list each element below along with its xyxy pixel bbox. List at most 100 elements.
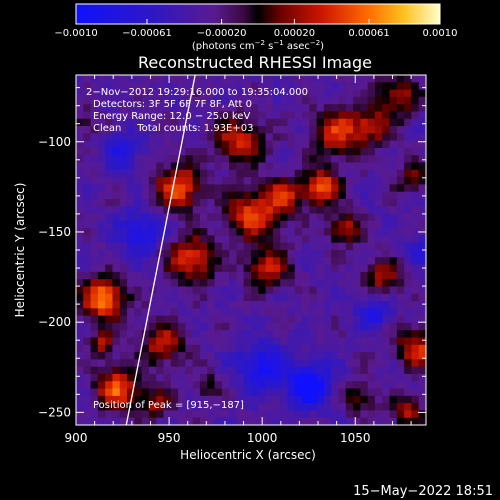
heatmap-cell [170, 235, 179, 244]
heatmap-cell [396, 111, 405, 120]
heatmap-cell [367, 206, 376, 214]
heatmap-cell [258, 155, 266, 163]
heatmap-cell [192, 104, 201, 112]
heatmap-cell [302, 155, 310, 163]
heatmap-cell [192, 352, 201, 360]
heatmap-cell [199, 133, 208, 142]
heatmap-cell [258, 220, 266, 229]
heatmap-cell [163, 352, 172, 360]
heatmap-cell [404, 184, 412, 193]
heatmap-cell [265, 191, 274, 200]
heatmap-cell [105, 118, 113, 127]
heatmap-cell [272, 213, 281, 222]
heatmap-cell [382, 403, 390, 411]
heatmap-cell [294, 322, 303, 331]
heatmap-cell [83, 322, 91, 331]
heatmap-cell [243, 257, 252, 265]
heatmap-cell [134, 184, 143, 193]
heatmap-cell [192, 184, 201, 193]
heatmap-cell [411, 104, 420, 112]
heatmap-cell [389, 286, 398, 295]
heatmap-cell [309, 417, 318, 425]
heatmap-cell [199, 96, 208, 105]
heatmap-cell [302, 169, 310, 178]
heatmap-cell [199, 271, 208, 280]
heatmap-cell [316, 220, 325, 229]
heatmap-cell [105, 133, 113, 142]
heatmap-cell [163, 388, 172, 397]
heatmap-cell [353, 118, 361, 127]
heatmap-cell [411, 257, 420, 265]
heatmap-cell [178, 395, 186, 404]
heatmap-cell [229, 373, 237, 382]
heatmap-cell [389, 111, 398, 120]
heatmap-cell [163, 191, 172, 200]
heatmap-cell [411, 344, 420, 353]
heatmap-cell [265, 89, 274, 98]
heatmap-cell [280, 337, 288, 346]
heatmap-cell [265, 184, 274, 193]
heatmap-cell [236, 373, 245, 382]
heatmap-cell [345, 96, 354, 105]
heatmap-cell [76, 104, 84, 112]
heatmap-cell [199, 308, 208, 317]
heatmap-cell [316, 417, 325, 425]
heatmap-cell [192, 403, 201, 411]
heatmap-cell [134, 250, 143, 258]
heatmap-cell [389, 395, 398, 404]
heatmap-cell [404, 133, 412, 142]
heatmap-cell [418, 301, 426, 309]
heatmap-cell [411, 271, 420, 280]
heatmap-cell [309, 169, 318, 178]
heatmap-cell [141, 228, 150, 236]
colorbar-tick-label: 0.0010 [423, 28, 458, 39]
heatmap-cell [360, 242, 369, 251]
heatmap-cell [105, 228, 113, 236]
heatmap-cell [207, 155, 215, 163]
heatmap-cell [229, 257, 237, 265]
heatmap-cell [251, 82, 259, 90]
heatmap-cell [316, 330, 325, 338]
heatmap-cell [134, 315, 143, 324]
heatmap-cell [163, 235, 172, 244]
heatmap-cell [374, 111, 383, 120]
heatmap-cell [411, 118, 420, 127]
heatmap-cell [251, 388, 259, 397]
heatmap-cell [323, 162, 332, 171]
heatmap-cell [418, 177, 426, 185]
heatmap-cell [97, 104, 106, 112]
heatmap-cell [229, 126, 237, 134]
heatmap-cell [374, 293, 383, 302]
heatmap-cell [316, 177, 325, 185]
heatmap-cell [112, 75, 121, 83]
heatmap-cell [243, 198, 252, 207]
heatmap-cell [119, 118, 128, 127]
heatmap-cell [76, 96, 84, 105]
heatmap-cell [127, 373, 135, 382]
heatmap-cell [265, 359, 274, 368]
heatmap-cell [141, 395, 150, 404]
heatmap-cell [76, 118, 84, 127]
heatmap-cell [185, 330, 194, 338]
heatmap-cell [272, 250, 281, 258]
heatmap-cell [323, 133, 332, 142]
heatmap-cell [243, 373, 252, 382]
heatmap-cell [323, 235, 332, 244]
heatmap-cell [76, 403, 84, 411]
heatmap-cell [141, 104, 150, 112]
heatmap-cell [382, 169, 390, 178]
heatmap-cell [251, 118, 259, 127]
heatmap-cell [287, 410, 296, 419]
heatmap-cell [353, 155, 361, 163]
heatmap-cell [97, 242, 106, 251]
heatmap-cell [396, 133, 405, 142]
heatmap-cell [156, 337, 164, 346]
heatmap-cell [236, 213, 245, 222]
heatmap-cell [229, 89, 237, 98]
heatmap-cell [163, 308, 172, 317]
heatmap-cell [76, 250, 84, 258]
heatmap-cell [272, 198, 281, 207]
heatmap-cell [185, 344, 194, 353]
heatmap-cell [353, 344, 361, 353]
heatmap-cell [156, 301, 164, 309]
